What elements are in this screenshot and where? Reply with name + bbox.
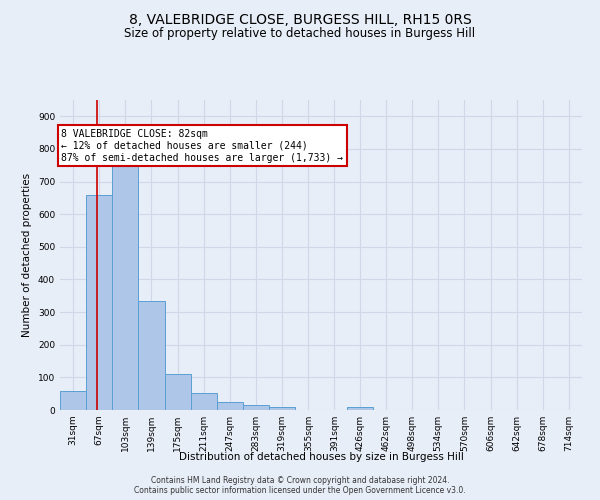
Bar <box>164 374 191 410</box>
Bar <box>269 406 295 410</box>
Text: Distribution of detached houses by size in Burgess Hill: Distribution of detached houses by size … <box>179 452 463 462</box>
Bar <box>347 406 373 410</box>
Bar <box>112 166 139 410</box>
Text: Size of property relative to detached houses in Burgess Hill: Size of property relative to detached ho… <box>124 28 476 40</box>
Bar <box>243 405 269 410</box>
Text: Contains HM Land Registry data © Crown copyright and database right 2024.
Contai: Contains HM Land Registry data © Crown c… <box>134 476 466 495</box>
Text: 8, VALEBRIDGE CLOSE, BURGESS HILL, RH15 0RS: 8, VALEBRIDGE CLOSE, BURGESS HILL, RH15 … <box>128 12 472 26</box>
Bar <box>139 300 164 410</box>
Bar <box>217 402 243 410</box>
Y-axis label: Number of detached properties: Number of detached properties <box>22 173 32 337</box>
Bar <box>191 392 217 410</box>
Text: 8 VALEBRIDGE CLOSE: 82sqm
← 12% of detached houses are smaller (244)
87% of semi: 8 VALEBRIDGE CLOSE: 82sqm ← 12% of detac… <box>61 130 343 162</box>
Bar <box>60 392 86 410</box>
Bar <box>86 194 112 410</box>
